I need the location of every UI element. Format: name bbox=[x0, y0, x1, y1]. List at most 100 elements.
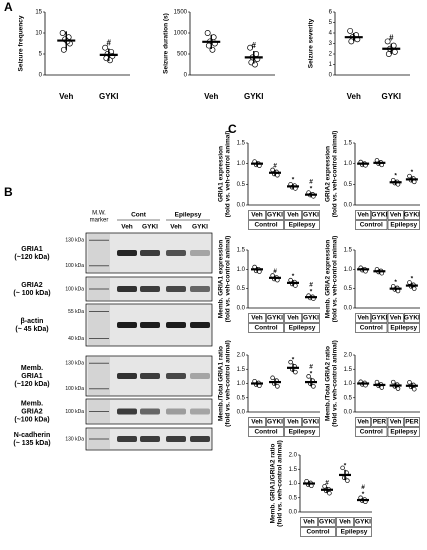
y-axis-label: (fold vs. veh-control animal) bbox=[225, 236, 232, 323]
mw-label: 130 kDa bbox=[65, 361, 84, 367]
significance-mark: * bbox=[310, 185, 313, 192]
x-tick-label: GYKI bbox=[267, 315, 283, 322]
data-point bbox=[379, 385, 385, 390]
band bbox=[166, 373, 186, 379]
data-point bbox=[412, 286, 417, 291]
row-label: GRIA1 bbox=[21, 373, 43, 380]
significance-mark: # bbox=[325, 480, 329, 487]
row-label: GRIA2 bbox=[21, 408, 43, 415]
x-tick-label: PER bbox=[373, 419, 387, 426]
y-tick-label: 0.5 bbox=[344, 182, 353, 188]
data-point bbox=[275, 384, 280, 389]
y-tick-label: 1.5 bbox=[237, 248, 246, 254]
x-tick-label: Veh bbox=[390, 212, 402, 219]
x-tick-label: GYKI bbox=[303, 212, 319, 219]
y-axis-label: (fold vs. veh-control animal) bbox=[332, 236, 339, 323]
group-box bbox=[336, 527, 372, 537]
row-label: Memb. bbox=[21, 365, 43, 372]
group-label: Epilepsy bbox=[390, 325, 417, 332]
row-label: β-actin bbox=[21, 318, 44, 325]
data-point bbox=[345, 478, 350, 483]
mw-label: 100 kDa bbox=[65, 409, 84, 415]
row-label: (~ 100 kDa) bbox=[13, 290, 50, 297]
mw-label: 130 kDa bbox=[65, 238, 84, 244]
significance-mark: * bbox=[292, 356, 295, 363]
group-header: Cont bbox=[131, 212, 147, 219]
data-point bbox=[390, 379, 396, 385]
significance-mark: * bbox=[310, 288, 313, 295]
group-box bbox=[355, 323, 388, 333]
band bbox=[140, 373, 160, 379]
lane-label: GYKI bbox=[192, 224, 208, 231]
y-axis-label: Memb. GRIA2 expression bbox=[325, 240, 332, 318]
x-tick-label: Veh bbox=[390, 419, 402, 426]
data-point bbox=[293, 369, 298, 375]
band bbox=[190, 436, 210, 442]
y-tick-label: 0.5 bbox=[237, 395, 246, 401]
category-box bbox=[404, 417, 420, 427]
y-axis-label: Memb./Total GRIA2 ratio bbox=[325, 346, 332, 421]
band bbox=[117, 286, 137, 292]
category-box bbox=[355, 210, 371, 220]
y-tick-label: 2.0 bbox=[344, 353, 353, 359]
data-point bbox=[204, 30, 211, 36]
y-tick-label: 1 bbox=[329, 62, 333, 68]
y-tick-label: 2 bbox=[329, 52, 333, 58]
data-point bbox=[407, 380, 412, 385]
group-box bbox=[284, 220, 320, 230]
row-label: (~ 135 kDa) bbox=[13, 440, 50, 447]
significance-mark: # bbox=[273, 268, 277, 275]
category-box bbox=[248, 313, 266, 323]
row-label: (~120 kDa) bbox=[14, 254, 49, 261]
row-label: N-cadherin bbox=[14, 432, 51, 439]
band bbox=[166, 322, 186, 328]
y-tick-label: 5 bbox=[39, 52, 43, 58]
category-box bbox=[354, 517, 372, 527]
category-box bbox=[355, 313, 371, 323]
category-box bbox=[284, 417, 302, 427]
y-tick-label: 1.5 bbox=[344, 367, 353, 373]
data-point bbox=[407, 173, 412, 179]
category-box bbox=[336, 517, 354, 527]
y-tick-label: 1.5 bbox=[237, 367, 246, 373]
y-tick-label: 0.0 bbox=[344, 410, 353, 416]
y-tick-label: 1.0 bbox=[344, 267, 353, 273]
group-box bbox=[248, 427, 284, 437]
x-tick-label: Veh bbox=[251, 419, 263, 426]
x-tick-label: GYKI bbox=[303, 315, 319, 322]
category-box bbox=[387, 417, 404, 427]
band bbox=[117, 408, 137, 415]
marker-header: marker bbox=[90, 218, 109, 224]
band bbox=[140, 408, 160, 415]
x-tick-label: GYKI bbox=[355, 519, 371, 526]
data-point bbox=[59, 30, 66, 36]
y-tick-label: 6 bbox=[329, 10, 333, 16]
x-tick-label: Veh bbox=[251, 315, 263, 322]
group-box bbox=[387, 427, 420, 437]
y-tick-label: 1.5 bbox=[237, 141, 246, 147]
group-box bbox=[300, 527, 336, 537]
x-tick-label: Veh bbox=[339, 519, 351, 526]
band bbox=[117, 322, 137, 328]
x-tick-label: GYKI bbox=[267, 212, 283, 219]
y-tick-label: 1.0 bbox=[237, 161, 246, 167]
y-tick-label: 5 bbox=[329, 20, 333, 26]
group-label: Control bbox=[306, 529, 329, 536]
row-label: GRIA2 bbox=[21, 282, 43, 289]
row-label: Memb. bbox=[21, 400, 43, 407]
y-tick-label: 1.5 bbox=[289, 467, 298, 473]
significance-mark: * bbox=[394, 279, 397, 286]
category-box bbox=[266, 210, 284, 220]
group-label: Control bbox=[360, 325, 383, 332]
y-tick-label: 1.0 bbox=[237, 267, 246, 273]
y-tick-label: 1500 bbox=[174, 10, 188, 16]
group-label: Epilepsy bbox=[341, 529, 368, 536]
category-box bbox=[284, 313, 302, 323]
y-tick-label: 1000 bbox=[174, 31, 188, 37]
y-axis-label: Seizure frequency bbox=[18, 15, 25, 71]
y-tick-label: 1.0 bbox=[344, 161, 353, 167]
y-tick-label: 15 bbox=[35, 10, 42, 16]
mw-label: 40 kDa bbox=[68, 336, 84, 342]
row-label: GRIA1 bbox=[21, 246, 43, 253]
